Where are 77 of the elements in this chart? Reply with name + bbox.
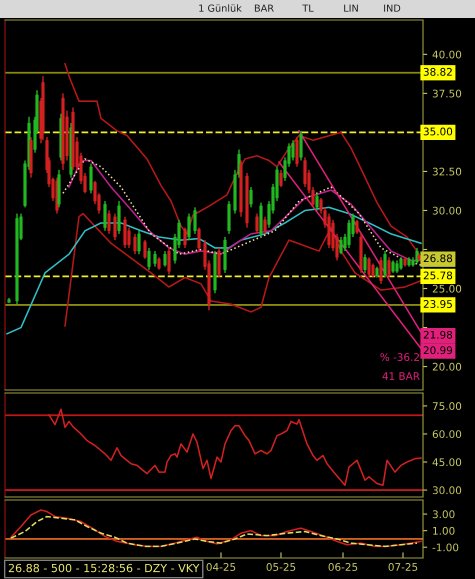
text: IND	[384, 4, 400, 12]
candlestick	[391, 260, 395, 274]
candlestick	[399, 256, 403, 270]
candlestick	[375, 266, 379, 278]
y-tick-label: 40.00	[432, 50, 462, 58]
line-series	[10, 516, 418, 548]
candlestick	[387, 256, 391, 278]
y-tick-label: 30.00	[432, 486, 462, 494]
candlestick	[315, 192, 319, 212]
data-label: 20.99	[424, 346, 452, 354]
candlestick	[303, 156, 307, 188]
candlestick	[183, 226, 187, 249]
y-tick-label: 30.00	[432, 206, 462, 215]
x-tick-label: 07-25	[388, 563, 418, 571]
y-tick-label: 60.00	[432, 430, 462, 438]
candlestick	[363, 253, 367, 274]
candlestick	[379, 256, 383, 285]
candlestick	[339, 236, 343, 255]
text: 1 Günlük	[199, 4, 242, 12]
candlestick	[133, 233, 137, 255]
candlestick	[355, 219, 359, 235]
text: BAR	[254, 4, 274, 12]
data-label: 21.98	[424, 330, 452, 339]
candlestick	[103, 200, 107, 232]
ref-line-label: 38.82	[424, 68, 452, 76]
text: TL	[302, 4, 314, 12]
annotation: 41 BAR	[382, 372, 420, 380]
y-tick-label: 75.00	[432, 402, 462, 410]
y-tick-label: 1.00	[433, 526, 455, 535]
candlestick	[107, 210, 111, 235]
x-tick-label: 04-25	[206, 563, 236, 571]
x-tick-label: 05-25	[266, 563, 296, 571]
text: LIN	[344, 4, 358, 12]
candlestick	[371, 262, 375, 278]
candlestick	[147, 247, 151, 270]
y-tick-label: 3.00	[432, 510, 455, 518]
candlestick	[197, 226, 201, 252]
annotation: % -36.2	[380, 353, 419, 362]
candlestick	[299, 130, 303, 162]
candlestick	[143, 239, 147, 260]
ref-line-label: 35.00	[424, 128, 452, 136]
ref-line-label: 23.95	[424, 300, 452, 308]
annotation: 26.88	[424, 254, 452, 262]
ref-line-label: 25.78	[424, 271, 452, 280]
candlestick	[153, 250, 157, 268]
line-series	[48, 408, 422, 486]
candlestick	[217, 247, 221, 278]
candlestick	[249, 186, 253, 208]
line-series	[10, 509, 422, 548]
y-tick-label: 20.00	[432, 362, 462, 371]
candlestick	[295, 136, 299, 168]
candlestick	[403, 256, 407, 268]
candlestick	[167, 247, 171, 276]
candlestick	[89, 162, 93, 194]
y-tick-label: 37.50	[432, 90, 462, 98]
candlestick	[407, 256, 411, 268]
candlestick	[263, 216, 267, 235]
y-tick-label: 32.50	[432, 168, 462, 176]
y-tick-label: -1.00	[432, 543, 458, 552]
candlestick	[279, 169, 283, 188]
candlestick	[347, 219, 351, 249]
candlestick	[383, 250, 387, 278]
candlestick	[255, 212, 259, 235]
candlestick	[137, 230, 141, 255]
y-tick-label: 45.00	[432, 458, 462, 466]
line-series	[6, 206, 422, 335]
candlestick	[113, 212, 117, 241]
candlestick	[291, 140, 295, 162]
text: 26.88 - 500 - 15:28:56 - DZY - VKY	[8, 564, 200, 572]
y-tick-label: 25.00	[432, 284, 462, 293]
candlestick	[367, 256, 371, 278]
candlestick	[193, 206, 197, 235]
x-tick-label: 06-25	[328, 563, 358, 571]
candlestick	[157, 256, 161, 270]
candlestick	[395, 260, 399, 274]
candlestick	[163, 250, 167, 268]
candlestick	[187, 212, 191, 241]
